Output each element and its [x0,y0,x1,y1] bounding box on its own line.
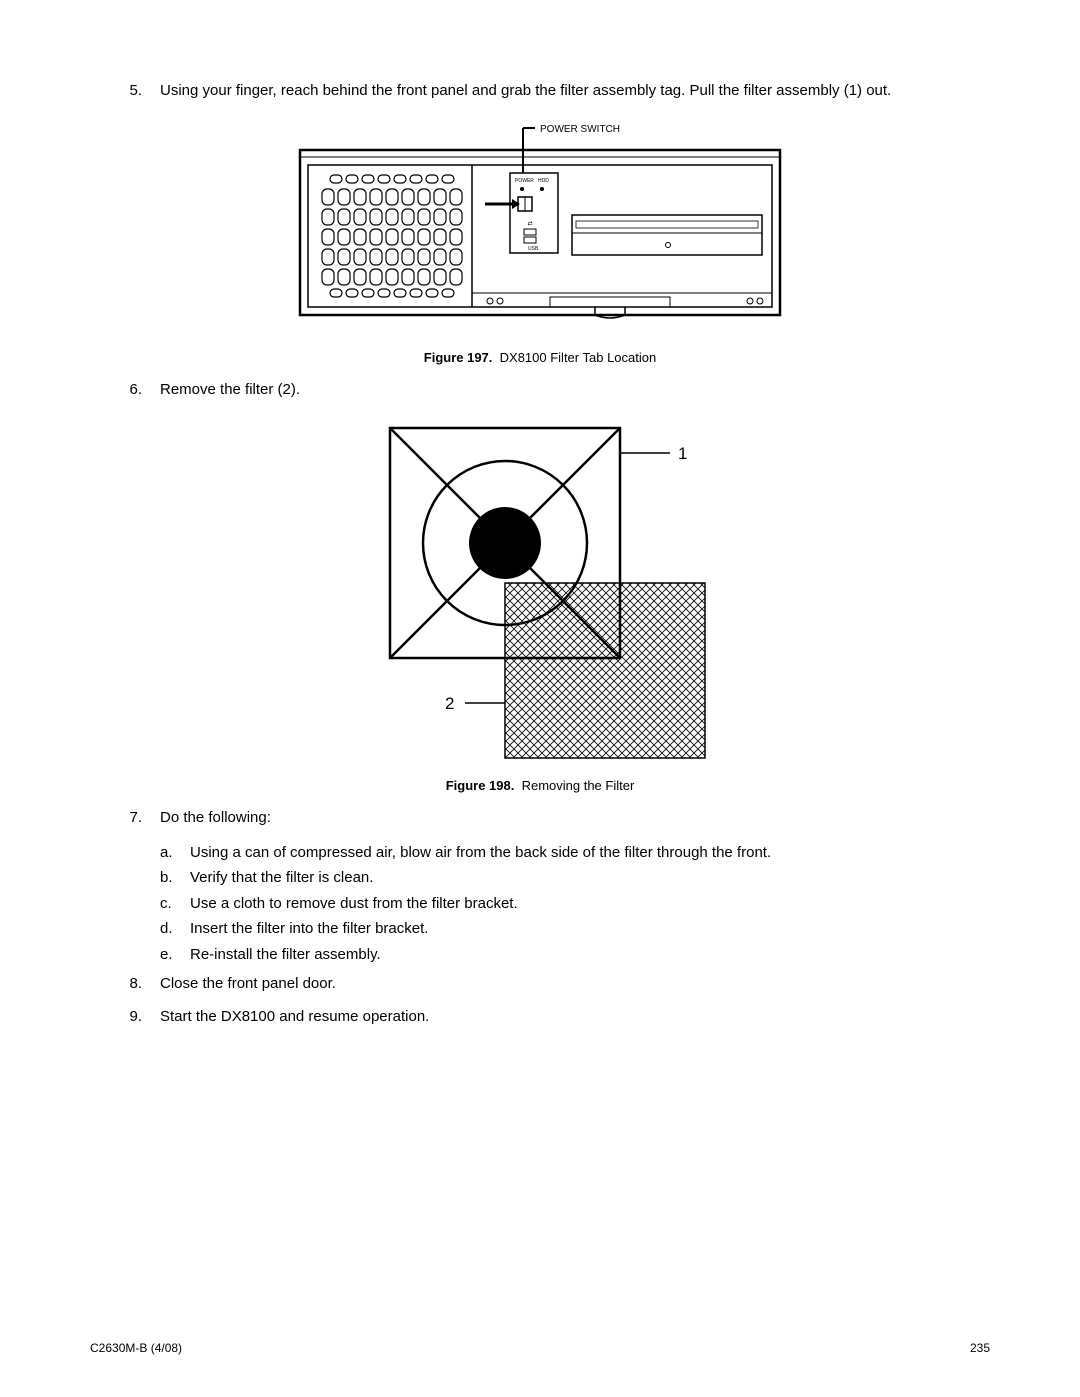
step-6-num: 6. [90,379,160,402]
substep-a-let: a. [160,840,190,866]
footer-page-num: 235 [970,1341,990,1355]
step-6: 6. Remove the filter (2). [90,379,990,402]
step-7-text: Do the following: [160,807,990,830]
substep-c-text: Use a cloth to remove dust from the filt… [190,891,518,917]
figure-197: POWER SWITCH [90,115,990,340]
step-8-num: 8. [90,973,160,996]
substep-e-let: e. [160,942,190,968]
power-led-label: POWER [515,178,534,184]
control-panel [510,173,558,253]
step-7-num: 7. [90,807,160,830]
step-7: 7. Do the following: [90,807,990,830]
usb-label: USB [528,246,539,252]
filter-mesh [505,583,705,758]
figure-198-caption: Figure 198. Removing the Filter [90,778,990,793]
substep-b-text: Verify that the filter is clean. [190,865,373,891]
callout-2: 2 [445,694,454,713]
substep-a: a.Using a can of compressed air, blow ai… [160,840,990,866]
substep-a-text: Using a can of compressed air, blow air … [190,840,771,866]
figure-197-text: DX8100 Filter Tab Location [500,350,657,365]
substep-d-let: d. [160,916,190,942]
substep-d: d.Insert the filter into the filter brac… [160,916,990,942]
step-8: 8. Close the front panel door. [90,973,990,996]
filter-removal-diagram: 1 2 [330,413,750,763]
substep-e: e.Re-install the filter assembly. [160,942,990,968]
footer-doc-id: C2630M-B (4/08) [90,1341,182,1355]
substep-e-text: Re-install the filter assembly. [190,942,381,968]
figure-197-label: Figure 197. [424,350,493,365]
substep-b: b.Verify that the filter is clean. [160,865,990,891]
filter-tab [595,307,625,318]
figure-197-caption: Figure 197. DX8100 Filter Tab Location [90,350,990,365]
fan-hub [469,507,541,579]
substep-c-let: c. [160,891,190,917]
figure-198-text: Removing the Filter [522,778,635,793]
svg-text:⇄: ⇄ [527,220,532,227]
step-8-text: Close the front panel door. [160,973,990,996]
figure-198-label: Figure 198. [446,778,515,793]
step-5-num: 5. [90,80,160,103]
substep-c: c.Use a cloth to remove dust from the fi… [160,891,990,917]
step-9-text: Start the DX8100 and resume operation. [160,1006,990,1029]
step-6-text: Remove the filter (2). [160,379,990,402]
vent-grille [322,175,462,297]
step-9: 9. Start the DX8100 and resume operation… [90,1006,990,1029]
hdd-led-label: HDD [538,178,549,184]
callout-1: 1 [678,444,687,463]
substep-d-text: Insert the filter into the filter bracke… [190,916,428,942]
power-switch-label: POWER SWITCH [540,124,620,135]
figure-198: 1 2 [90,413,990,768]
dx8100-front-diagram: POWER SWITCH [290,115,790,335]
step-9-num: 9. [90,1006,160,1029]
step-5-text: Using your finger, reach behind the fron… [160,80,990,103]
substep-b-let: b. [160,865,190,891]
step-5: 5. Using your finger, reach behind the f… [90,80,990,103]
